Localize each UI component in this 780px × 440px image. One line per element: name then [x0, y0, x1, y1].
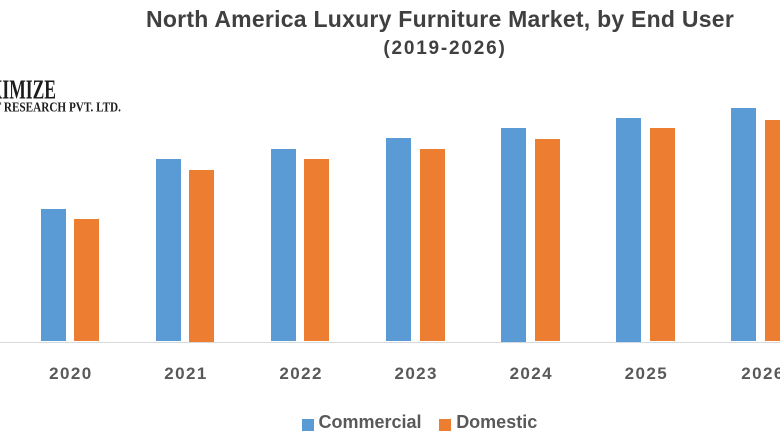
svg-text:MAXIMIZE: MAXIMIZE [0, 75, 56, 105]
svg-text:MARKET RESEARCH PVT. LTD.: MARKET RESEARCH PVT. LTD. [0, 101, 121, 116]
